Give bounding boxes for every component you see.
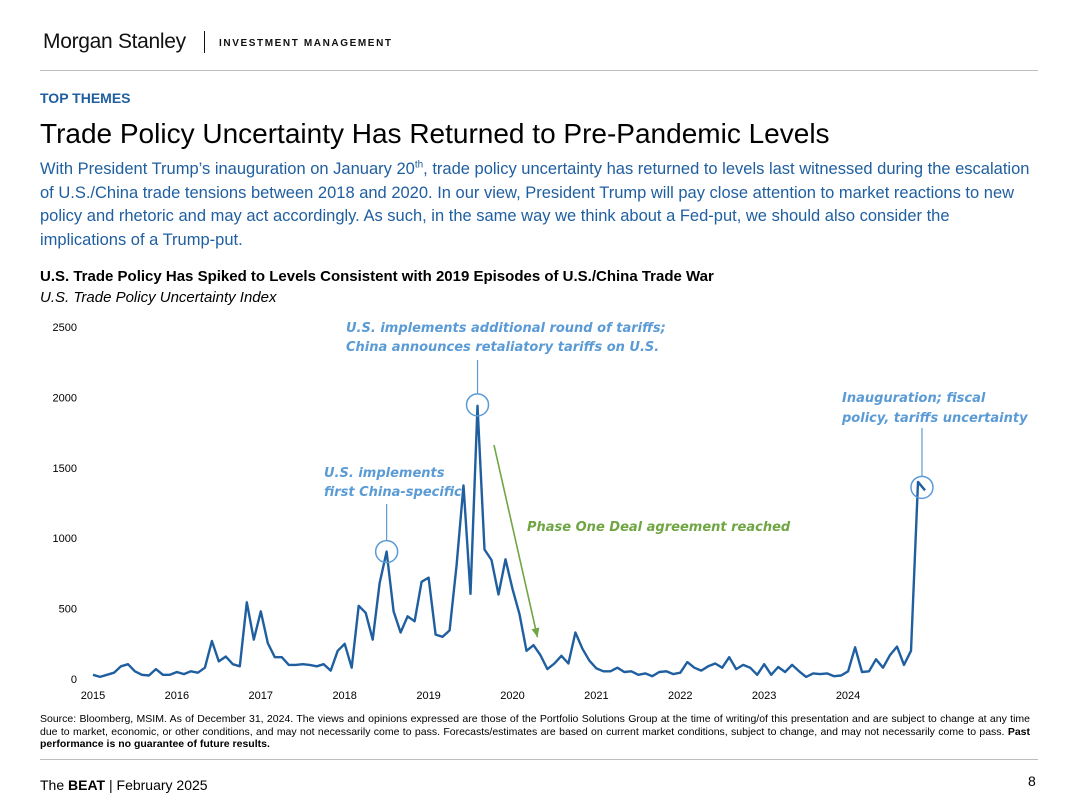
- y-tick-label: 1000: [53, 533, 77, 545]
- annotation-arrowhead: [531, 627, 540, 638]
- x-tick-label: 2016: [165, 690, 189, 702]
- header-rule: [40, 70, 1038, 71]
- series-line: [92, 404, 926, 679]
- intro-text-end: , trade policy uncertainty has returned …: [40, 160, 1030, 249]
- footer-rule: [40, 759, 1038, 760]
- annotation-label: policy, tariffs uncertainty: [841, 411, 1028, 426]
- x-tick-label: 2017: [249, 690, 273, 702]
- footer-brand-bold: BEAT: [68, 777, 106, 793]
- x-tick-label: 2024: [836, 690, 860, 702]
- footer-separator: |: [105, 777, 117, 793]
- footer-brand-prefix: The: [40, 777, 69, 793]
- x-tick-label: 2022: [668, 690, 692, 702]
- chart-subtitle: U.S. Trade Policy Uncertainty Index: [40, 289, 277, 306]
- source-disclaimer: Past performance is no guarantee of futu…: [40, 725, 1030, 751]
- intro-superscript: th: [414, 159, 424, 171]
- annotation-label: first China-specific: [324, 485, 462, 500]
- footer-brand: The BEAT | February 2025: [40, 777, 208, 793]
- annotation-arrow: [493, 444, 539, 638]
- y-tick-label: 500: [59, 604, 77, 616]
- trade-policy-uncertainty-chart: 0 500 1000 1500 2000 2500 2015 2016 2017 2018 2019…: [53, 321, 1029, 702]
- intro-paragraph: With President Trump’s inauguration on J…: [40, 158, 1040, 252]
- logo-divider: [204, 31, 205, 53]
- annotation-label: U.S. implements additional round of tari…: [346, 321, 666, 336]
- brand-logo: Morgan Stanley: [43, 30, 186, 53]
- x-tick-label: 2018: [332, 690, 356, 702]
- section-label: TOP THEMES: [40, 90, 131, 106]
- page-title: Trade Policy Uncertainty Has Returned to…: [40, 118, 830, 149]
- source-text: Source: Bloomberg, MSIM. As of December …: [40, 713, 1030, 738]
- page-number: 8: [1028, 773, 1036, 789]
- footer-date: February 2025: [116, 777, 208, 793]
- annotation-label: U.S. implements: [324, 466, 445, 481]
- annotation-label: Inauguration; fiscal: [842, 391, 986, 406]
- chart-title: U.S. Trade Policy Has Spiked to Levels C…: [40, 268, 714, 285]
- x-tick-label: 2020: [500, 690, 524, 702]
- division-name: INVESTMENT MANAGEMENT: [219, 38, 393, 49]
- y-tick-label: 0: [71, 674, 77, 686]
- x-tick-label: 2015: [81, 690, 105, 702]
- annotation-label: Phase One Deal agreement reached: [527, 520, 791, 535]
- x-tick-label: 2019: [416, 690, 440, 702]
- x-tick-label: 2023: [752, 690, 776, 702]
- intro-text-start: With President Trump’s inauguration on J…: [40, 160, 415, 178]
- y-tick-label: 2500: [53, 322, 77, 334]
- annotation-label: China announces retaliatory tariffs on U…: [346, 340, 659, 355]
- source-note: Source: Bloomberg, MSIM. As of December …: [40, 713, 1030, 751]
- y-tick-label: 1500: [53, 463, 77, 475]
- x-tick-label: 2021: [584, 690, 608, 702]
- y-tick-label: 2000: [53, 392, 77, 404]
